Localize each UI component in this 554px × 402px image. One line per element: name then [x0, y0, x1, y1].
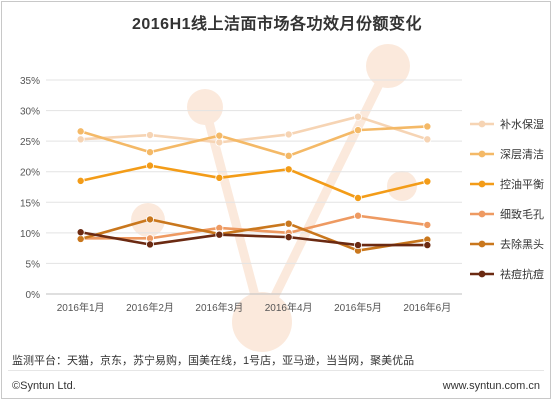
data-point	[423, 135, 432, 144]
data-point	[353, 112, 362, 121]
data-point	[145, 215, 154, 224]
legend-marker	[478, 210, 486, 218]
watermark-dot	[187, 89, 223, 125]
y-axis-ticks: 0% 5% 10% 15% 20% 25% 30% 35%	[20, 76, 40, 301]
data-point	[423, 241, 432, 250]
series-line	[80, 214, 428, 240]
data-point	[353, 241, 362, 250]
data-point	[284, 219, 293, 228]
y-tick-label: 0%	[26, 290, 41, 301]
data-point	[353, 194, 362, 203]
x-axis-ticks: 2016年1月 2016年2月 2016年3月 2016年4月 2016年5月 2016年…	[57, 301, 451, 314]
x-tick-label: 2016年4月	[265, 301, 313, 314]
data-point	[353, 211, 362, 220]
data-point	[215, 138, 224, 147]
data-point	[423, 220, 432, 229]
legend-label: 补水保湿	[500, 117, 544, 131]
platform-note: 监测平台：天猫，京东，苏宁易购，国美在线，1号店，亚马逊，当当网，聚美优品	[12, 355, 415, 367]
data-point	[215, 230, 224, 239]
series-lines	[76, 112, 432, 255]
series-line	[80, 218, 428, 252]
data-point	[76, 176, 85, 185]
legend-label: 祛痘抗痘	[500, 267, 544, 281]
website: www.syntun.com.cn	[442, 380, 540, 392]
data-point	[215, 173, 224, 182]
data-point	[284, 130, 293, 139]
watermark-dot	[387, 171, 417, 201]
series-line	[80, 230, 428, 247]
series-line	[80, 164, 428, 200]
data-point	[353, 126, 362, 135]
watermark-stroke	[200, 61, 393, 335]
series-line	[80, 115, 428, 144]
data-point	[145, 161, 154, 170]
y-tick-label: 35%	[20, 76, 40, 87]
legend-marker	[478, 150, 486, 158]
legend-marker	[478, 180, 486, 188]
data-point	[284, 151, 293, 160]
data-point	[284, 233, 293, 242]
legend-marker	[478, 270, 486, 278]
watermark-dot	[232, 292, 292, 352]
legend-label: 控油平衡	[500, 177, 544, 191]
legend-label: 去除黑头	[500, 237, 544, 251]
data-point	[76, 135, 85, 144]
watermark-dot	[366, 44, 410, 88]
series-line	[80, 125, 428, 158]
grid-lines	[46, 79, 462, 295]
y-tick-label: 15%	[20, 198, 40, 209]
y-tick-label: 25%	[20, 137, 40, 148]
chart-title: 2016H1线上洁面市场各功效月份额变化	[131, 16, 423, 33]
data-point	[76, 127, 85, 136]
data-point	[215, 131, 224, 140]
y-tick-label: 30%	[20, 107, 40, 118]
x-tick-label: 2016年2月	[126, 301, 174, 314]
legend-label: 细致毛孔	[500, 207, 544, 221]
y-tick-label: 20%	[20, 168, 40, 179]
legend-marker	[478, 120, 486, 128]
x-tick-label: 2016年3月	[195, 301, 243, 314]
x-tick-label: 2016年6月	[403, 301, 451, 314]
data-point	[145, 240, 154, 249]
data-point	[145, 148, 154, 157]
data-point	[76, 228, 85, 237]
data-point	[76, 234, 85, 243]
legend-marker	[478, 240, 486, 248]
legend-label: 深层清洁	[500, 148, 544, 161]
footer-divider	[8, 370, 544, 371]
copyright: ©Syntun Ltd.	[12, 380, 76, 392]
data-point	[423, 177, 432, 186]
x-tick-label: 2016年1月	[57, 301, 105, 314]
data-point	[145, 131, 154, 140]
x-tick-label: 2016年5月	[334, 301, 382, 314]
y-tick-label: 10%	[20, 229, 40, 240]
data-point	[423, 122, 432, 131]
y-tick-label: 5%	[26, 259, 41, 270]
data-point	[284, 165, 293, 174]
